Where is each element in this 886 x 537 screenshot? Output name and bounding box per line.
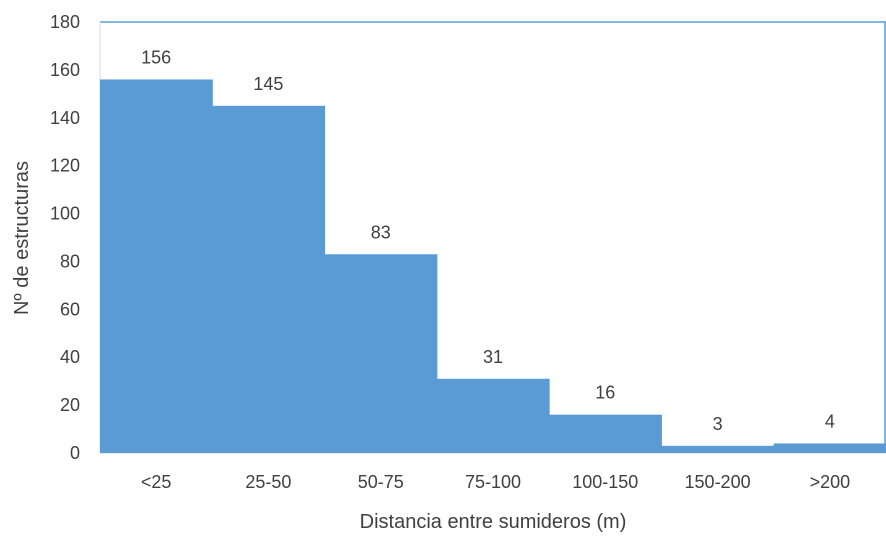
data-label-1: 156 (141, 47, 171, 67)
y-tick-label: 80 (60, 251, 80, 271)
data-label-4: 31 (483, 347, 503, 367)
x-tick-label: 100-150 (572, 472, 638, 492)
y-tick-label: 20 (60, 395, 80, 415)
x-tick-label: 75-100 (465, 472, 521, 492)
data-label-2: 145 (253, 74, 283, 94)
y-tick-label: 0 (70, 443, 80, 463)
x-axis-title: Distancia entre sumideros (m) (360, 511, 627, 533)
bars-group (100, 79, 886, 454)
data-label-6: 3 (713, 414, 723, 434)
y-tick-labels: 0 20 40 60 80 100 120 140 160 180 (50, 12, 80, 463)
bar-3 (324, 254, 438, 453)
data-label-3: 83 (371, 222, 391, 242)
bar-6 (661, 445, 775, 453)
y-tick-label: 160 (50, 60, 80, 80)
data-label-5: 16 (595, 383, 615, 403)
x-tick-label: 50-75 (358, 472, 404, 492)
y-tick-label: 60 (60, 299, 80, 319)
y-tick-label: 180 (50, 12, 80, 32)
bar-4 (436, 378, 550, 453)
bar-2 (212, 105, 326, 454)
bar-7 (773, 443, 886, 453)
x-tick-label: >200 (810, 472, 851, 492)
bar-5 (549, 414, 662, 453)
x-tick-label: 25-50 (245, 472, 291, 492)
x-tick-label: <25 (141, 472, 172, 492)
y-axis-title: Nº de estructuras (11, 161, 33, 315)
x-tick-labels: <25 25-50 50-75 75-100 100-150 150-200 >200 (141, 472, 850, 492)
bar-1 (100, 79, 213, 453)
data-label-7: 4 (825, 411, 835, 431)
y-tick-label: 140 (50, 108, 80, 128)
y-tick-label: 40 (60, 347, 80, 367)
data-labels: 156 145 83 31 16 3 4 (141, 47, 835, 433)
x-tick-label: 150-200 (685, 472, 751, 492)
y-tick-label: 120 (50, 156, 80, 176)
y-tick-label: 100 (50, 204, 80, 224)
